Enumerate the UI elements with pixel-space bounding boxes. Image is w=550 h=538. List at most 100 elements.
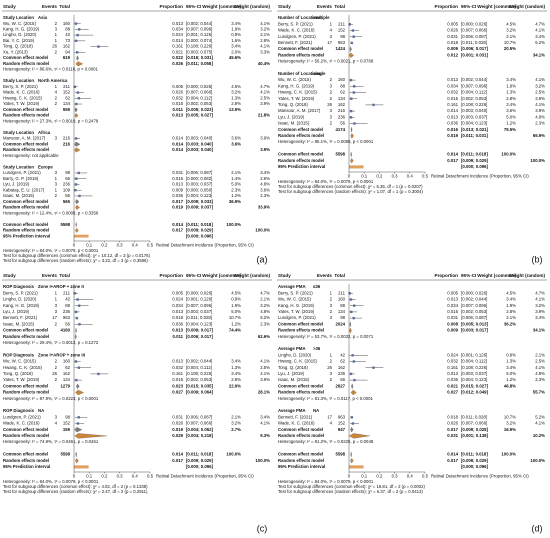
weight-random: 3.9% (535, 309, 545, 314)
forest-panel: Study Events Total Proportion 95%-CI Weight (… (277, 273, 547, 533)
ci: [0.002; 0.044] (461, 297, 487, 302)
weight-random: 3.2% (535, 83, 545, 88)
ci: [0.007; 0.096] (186, 303, 212, 308)
weight-common: 3.2% (231, 90, 241, 95)
study-square (348, 292, 351, 295)
weight-random: 2.3% (535, 377, 545, 382)
study-square (74, 39, 78, 43)
summary-total: 5598 (60, 452, 70, 457)
subgroup-test: Test for subgroup differences (common ef… (3, 253, 151, 258)
ci: [0.007; 0.066] (461, 28, 487, 33)
proportion: 0.013 (172, 309, 183, 314)
summary-proportion: 0.013 (172, 328, 183, 333)
x-tick-label: 0 (73, 474, 76, 479)
weight-common: 1.2% (506, 121, 516, 126)
random-diamond (349, 327, 352, 334)
study-name: Isaac, M. (2015) (3, 193, 35, 198)
summary-ci: [0.009; 0.028] (461, 427, 489, 432)
weight-common: 2.1% (506, 315, 516, 320)
weight-random: 4.1% (535, 421, 545, 426)
summary-ci: [0.003; 0.017] (461, 328, 489, 333)
study-name: Isaac, M. (2015) (3, 321, 35, 326)
prediction-bar (74, 234, 89, 238)
study-square (77, 97, 81, 100)
ci: [0.003; 0.037] (461, 114, 487, 119)
study-name: Hwang, C. K. (2015) (3, 95, 42, 100)
prediction-ci: [0.000; 0.096] (186, 464, 214, 469)
prediction-ci: [0.000; 0.096] (461, 164, 489, 169)
ci: [0.003; 0.075] (186, 49, 212, 54)
summary-weight: 20.5% (504, 46, 516, 51)
summary-total: 947 (338, 427, 346, 432)
summary-ci: [0.015; 0.035] (186, 383, 214, 388)
study-square (352, 316, 355, 320)
events: 3 (330, 303, 333, 308)
summary-name: Random effects model (3, 433, 49, 438)
heterogeneity: Heterogeneity: not applicable (3, 153, 59, 158)
proportion: 0.013 (172, 182, 183, 187)
prediction-ci: [0.000; 0.096] (461, 464, 489, 469)
ci: [0.004; 0.123] (186, 193, 212, 198)
weight-random: 3.4% (535, 34, 545, 39)
total: 211 (338, 290, 345, 295)
summary-weight: 36.9% (229, 199, 241, 204)
study-name: Wu, W. C. (2015) (3, 359, 36, 364)
summary-weight: 22.9% (229, 383, 241, 388)
study-square (372, 366, 375, 369)
summary-name: Random effects model (278, 390, 324, 395)
weight-random: 4.1% (535, 102, 545, 107)
summary-proportion: 0.014 (172, 222, 183, 227)
weight-random: 3.9% (260, 101, 270, 106)
subgroup-test: Test for subgroup differences (common ef… (278, 184, 423, 189)
forest-panel: Study Events Total Proportion 95%-CI Weight (… (2, 4, 272, 264)
subgroup-title: ROP Diagnosis (3, 352, 35, 357)
weight-common: 4.5% (506, 290, 516, 295)
study-square (352, 304, 356, 307)
study-name: Lyu, J. (2019) (3, 309, 30, 314)
random-diamond (74, 333, 77, 340)
ci: [0.002; 0.053] (461, 96, 487, 101)
proportion: 0.015 (172, 101, 183, 106)
ci: [0.007; 0.066] (186, 421, 212, 426)
total: 56 (65, 193, 70, 198)
total: 42 (65, 32, 70, 37)
summary-name: Common effect model (278, 46, 323, 51)
ci: [0.002; 0.053] (461, 309, 487, 314)
study-square (75, 177, 78, 180)
events: 2 (330, 297, 333, 302)
ci: [0.007; 0.066] (461, 421, 487, 426)
total: 134 (63, 101, 71, 106)
weight-random: 4.1% (260, 359, 270, 364)
summary-ci: [0.005; 0.027] (186, 113, 214, 118)
weight-common: 0.9% (506, 352, 516, 357)
proportion: 0.013 (172, 21, 183, 26)
total: 62 (65, 95, 70, 100)
heterogeneity: Heterogeneity: I² = 56.2%, τ² = 0.0021, … (278, 59, 374, 64)
weight-common: 3.6% (231, 136, 241, 141)
subgroup-level: North America (38, 78, 68, 83)
weight-common: 1.9% (506, 303, 516, 308)
study-square (351, 354, 354, 357)
weight-common: 2.1% (231, 170, 241, 175)
summary-proportion: 0.021 (447, 383, 458, 388)
total: 211 (63, 290, 70, 295)
weight-random: 3.9% (535, 96, 545, 101)
study-name: Lundgren, P. (2021) (278, 34, 316, 39)
total: 152 (338, 28, 346, 33)
subgroup-level: Zone I+AROP + zone II (38, 284, 84, 289)
events: 3 (55, 182, 58, 187)
events: 3 (55, 303, 58, 308)
weight-common: 2.3% (231, 187, 241, 192)
column-header: Weight (random) (234, 4, 271, 9)
summary-name: Random effects model (278, 52, 324, 57)
summary-ci: [0.009; 0.029] (186, 458, 214, 463)
prediction-ci: [0.000; 0.096] (186, 233, 214, 238)
summary-total: 4160 (60, 328, 70, 333)
events: 2 (55, 377, 58, 382)
ci: [0.003; 0.037] (461, 371, 487, 376)
study-name: Lingho, D. (2020) (3, 32, 37, 37)
summary-ci: [0.011; 0.058] (186, 61, 213, 66)
summary-ci: [0.009; 0.033] (186, 199, 214, 204)
summary-proportion: 0.019 (447, 133, 458, 138)
subgroup-level: Zone I+AROP + zone III (38, 352, 85, 357)
